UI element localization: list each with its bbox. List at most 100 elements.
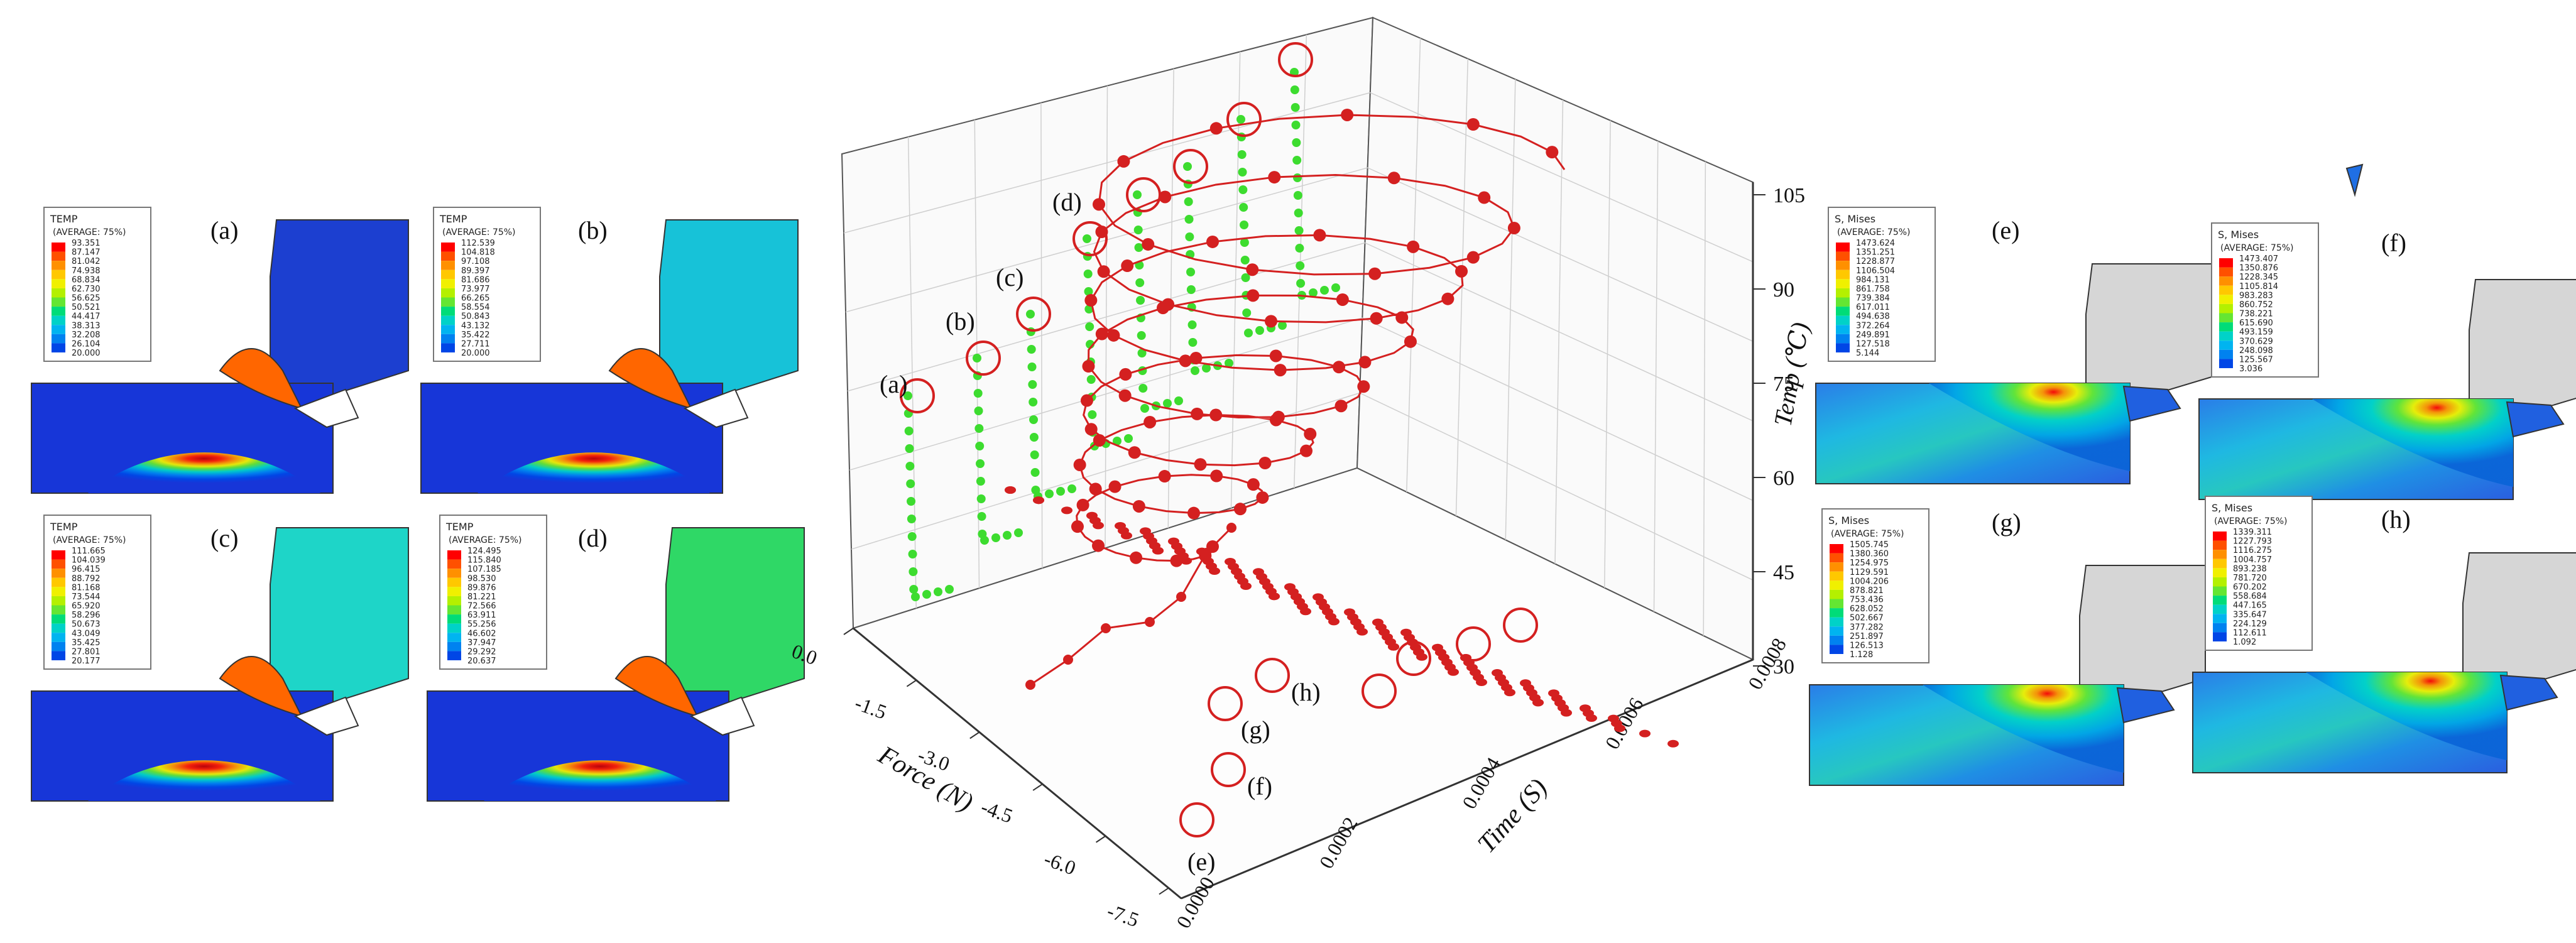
stress-2-legend-value: 1505.745 — [1850, 540, 1889, 550]
floor-point — [1328, 618, 1340, 626]
temp-point — [1240, 256, 1250, 264]
trajectory-point — [1209, 408, 1223, 422]
trajectory-point — [1097, 265, 1110, 278]
trajectory-point — [1441, 292, 1454, 305]
stress-2-legend-value: 1380.360 — [1850, 550, 1889, 559]
stress-0-legend-value: 739.384 — [1856, 294, 1890, 303]
trajectory-point — [1334, 400, 1348, 413]
marker-label-c: (c) — [996, 263, 1023, 292]
marker-circle — [1173, 149, 1208, 184]
stress-3-legend-value: 224.129 — [2233, 619, 2267, 629]
temp-3-legend-value: 124.495 — [467, 547, 501, 556]
floor-point — [1294, 597, 1305, 606]
floor-point — [1667, 739, 1679, 748]
floor-point — [1269, 592, 1280, 601]
temp-0-legend-value: 62.730 — [72, 285, 101, 294]
stress-2-legend-swatch — [1830, 589, 1843, 599]
marker-circle — [1126, 177, 1161, 212]
temp-1-legend-swatch — [441, 261, 455, 270]
temp-point — [1239, 203, 1248, 212]
temp-3-legend-swatch — [447, 587, 461, 596]
stress-0-legend-value: 1473.624 — [1856, 239, 1895, 248]
stress-panels: S, Mises(AVERAGE: 75%)1473.6241351.25112… — [1809, 163, 2576, 786]
trajectory-point — [1162, 298, 1175, 311]
stress-1-legend-subtitle: (AVERAGE: 75%) — [2220, 243, 2294, 253]
trajectory-point — [1246, 263, 1259, 276]
stress-2-legend-swatch — [1830, 608, 1843, 618]
temp-point — [980, 536, 989, 545]
temp-point — [976, 477, 985, 486]
temp-point — [907, 515, 916, 523]
stress-2-legend-swatch — [1830, 635, 1843, 645]
force-tick: -4.5 — [978, 795, 1016, 827]
temp-3-legend-value: 37.947 — [467, 638, 496, 648]
panel-label-g: (g) — [1992, 508, 2021, 537]
temp-point — [1086, 375, 1096, 384]
temp-point — [1163, 399, 1172, 408]
trajectory-point — [1080, 394, 1093, 407]
stress-0-legend-swatch — [1836, 243, 1850, 252]
temp-point — [1291, 103, 1300, 112]
temp-2-legend-value: 104.039 — [72, 556, 106, 565]
temp-3-legend-value: 115.840 — [467, 556, 501, 565]
temp-tick: 105 — [1773, 184, 1805, 207]
temp-point — [906, 479, 915, 488]
temp-point — [1202, 364, 1211, 373]
marker-circle — [1362, 673, 1397, 709]
stress-2-legend-value: 628.052 — [1850, 604, 1884, 614]
temp-0-legend-value: 20.000 — [72, 349, 101, 358]
temp-point — [973, 354, 981, 362]
temp-0-legend: TEMP (AVERAGE: 75%) 93.35187.14781.04274.9… — [43, 207, 151, 362]
stress-0-legend-value: 5.144 — [1856, 349, 1879, 358]
marker-circle — [1208, 686, 1243, 721]
trajectory-point — [1258, 457, 1272, 470]
temp-point — [976, 494, 986, 503]
temp-0-legend-swatch — [52, 288, 65, 298]
marker-label-f: (f) — [1247, 772, 1272, 800]
stress-3-legend-swatch — [2213, 596, 2227, 605]
temp-0-legend-swatch — [52, 243, 65, 252]
stress-panel: S, Mises(AVERAGE: 75%)1505.7451380.36012… — [1809, 508, 2206, 786]
temp-point — [1244, 329, 1253, 337]
chip — [219, 348, 303, 410]
trajectory-point — [1071, 520, 1084, 533]
temp-point — [1238, 185, 1248, 194]
trajectory-point — [1089, 482, 1102, 496]
temp-1-legend: TEMP (AVERAGE: 75%) 112.539104.81897.10889… — [433, 207, 541, 362]
temp-point — [1240, 238, 1249, 247]
temp-point — [907, 497, 916, 506]
temp-2-legend-swatch — [52, 605, 65, 615]
temp-2-legend-value: 65.920 — [72, 602, 101, 611]
temp-0-legend-value: 68.834 — [72, 275, 101, 285]
stress-3-legend-swatch — [2213, 614, 2227, 623]
stress-0-legend-swatch — [1836, 343, 1850, 352]
marker-circle — [1456, 626, 1491, 662]
temp-3-legend-swatch — [447, 577, 461, 587]
temp-point — [1056, 487, 1065, 496]
floor-point — [1300, 608, 1311, 616]
trajectory-point — [1357, 380, 1370, 393]
temp-point — [977, 512, 986, 521]
temp-3-legend-value: 98.530 — [467, 574, 496, 584]
temp-3-legend-swatch — [447, 633, 461, 642]
stress-3-legend-swatch — [2213, 577, 2227, 587]
stress-3-legend-swatch — [2213, 604, 2227, 614]
temp-point — [1293, 173, 1302, 182]
stress-3-legend-value: 781.720 — [2233, 574, 2267, 583]
stress-0-legend-value: 1228.877 — [1856, 257, 1895, 266]
temp-1-legend-value: 112.539 — [461, 239, 495, 248]
temp-tick: 45 — [1773, 561, 1794, 584]
floor-point — [1316, 598, 1327, 606]
temp-point — [909, 585, 919, 594]
temp-3-legend-swatch — [447, 569, 461, 578]
temp-point — [1238, 168, 1247, 177]
stress-1-legend-title: S, Mises — [2218, 229, 2259, 241]
temp-point — [1294, 209, 1303, 217]
trajectory-point — [1119, 368, 1132, 381]
temp-0-legend-swatch — [52, 251, 65, 261]
temp-point — [911, 592, 920, 601]
temp-tick: 30 — [1773, 655, 1794, 679]
stress-panel: S, Mises(AVERAGE: 75%)1473.4071350.87612… — [2198, 222, 2576, 500]
temp-1-legend-subtitle: (AVERAGE: 75%) — [442, 227, 516, 237]
